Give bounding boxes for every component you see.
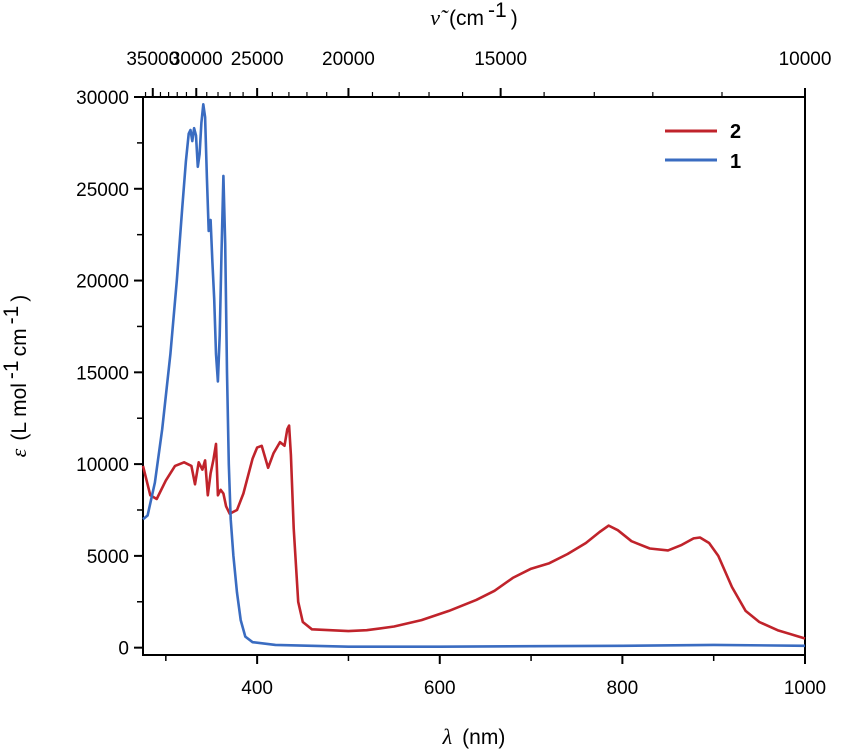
plot-frame	[142, 96, 806, 656]
x-axis-unit: (nm)	[462, 726, 505, 749]
y-axis-exp2: -1	[0, 306, 23, 325]
top-tick-label: 30000	[170, 49, 223, 70]
y-tick-labels: 0 5000 10000 15000 20000 25000 30000	[76, 88, 129, 660]
top-tick-label: 25000	[231, 49, 284, 70]
x-tick-label: 800	[607, 678, 639, 699]
svg-text:ε (L mol -1: ε (L mol -1 cm -1 )	[0, 295, 31, 458]
top-tick-label: 20000	[322, 49, 375, 70]
y-axis-exp1: -1	[0, 360, 23, 379]
top-axis-unit-post: )	[511, 7, 518, 30]
y-axis-unit-mid: cm	[8, 328, 31, 356]
y-tick-label: 20000	[76, 272, 129, 293]
y-tick-label: 30000	[76, 88, 129, 109]
series-line-2	[141, 424, 806, 640]
y-axis-title: ε (L mol -1 cm -1 )	[0, 295, 31, 458]
x-axis-title: λ (nm)	[442, 724, 506, 749]
y-axis-unit-post: )	[8, 295, 31, 302]
y-axis-symbol: ε	[6, 448, 31, 457]
ticks-layer	[134, 88, 806, 664]
x-axis-symbol: λ	[442, 724, 453, 749]
top-axis-symbol: ν̃	[430, 5, 449, 30]
x-tick-label: 1000	[784, 678, 826, 699]
series-layer	[141, 103, 806, 648]
top-tick-label: 15000	[474, 49, 527, 70]
svg-text:ν̃ (cm -1 ): ν̃ (cm -1 )	[430, 0, 517, 30]
x-tick-label: 600	[424, 678, 456, 699]
plot-area-border	[142, 96, 806, 656]
y-tick-label: 15000	[76, 363, 129, 384]
y-axis-unit-pre: (L mol	[8, 383, 31, 441]
top-axis-exp: -1	[488, 0, 507, 22]
svg-text:λ (nm): λ (nm)	[442, 724, 506, 749]
y-tick-label: 10000	[76, 455, 129, 476]
top-tick-label: 35000	[126, 49, 179, 70]
x-tick-label: 400	[241, 678, 273, 699]
legend-label-1: 1	[730, 151, 741, 173]
series-line-1	[142, 103, 806, 648]
y-tick-label: 25000	[76, 180, 129, 201]
y-tick-label: 0	[118, 639, 129, 660]
legend-label-2: 2	[730, 121, 741, 143]
top-tick-label: 10000	[779, 49, 832, 70]
minor-ticks-layer	[137, 92, 723, 661]
top-axis-unit-pre: (cm	[449, 7, 484, 30]
y-tick-label: 5000	[87, 547, 129, 568]
legend: 2 1	[665, 121, 741, 173]
top-axis-title: ν̃ (cm -1 )	[430, 0, 517, 30]
x-tick-labels: 400 600 800 1000	[241, 678, 826, 699]
